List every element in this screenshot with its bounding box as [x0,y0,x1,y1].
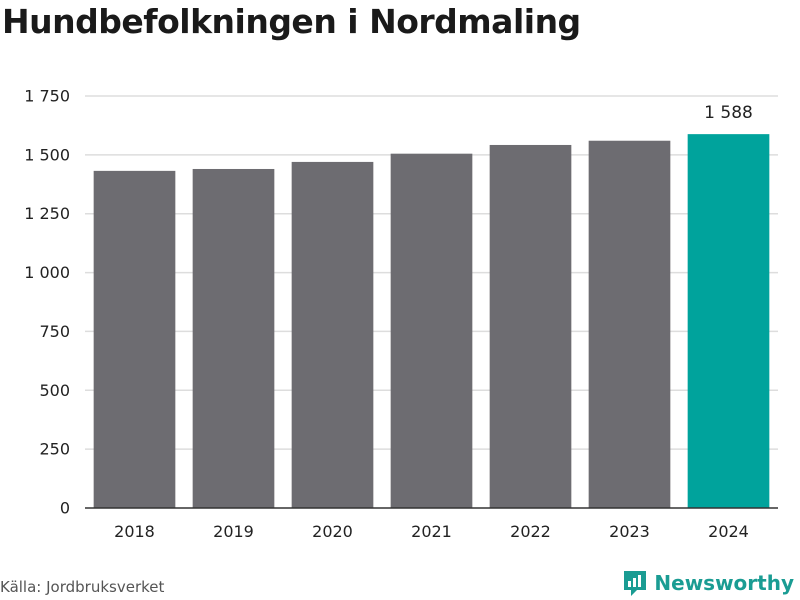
bar [93,170,176,509]
y-tick-label: 750 [39,322,70,341]
x-tick-label: 2019 [213,522,254,541]
x-tick-label: 2018 [114,522,155,541]
source-note: Källa: Jordbruksverket [0,578,165,596]
y-tick-label: 1 500 [24,145,70,164]
bar [192,168,275,509]
brand-logo: Newsworthy [622,569,794,597]
y-tick-label: 500 [39,381,70,400]
brand-name: Newsworthy [654,571,794,595]
bar [588,140,671,508]
y-tick-label: 1 250 [24,204,70,223]
bars [93,134,770,509]
labels: 0 250 500 750 1 000 1 250 1 500 1 750 2018 2019 20… [24,87,753,542]
x-tick-label: 2021 [411,522,452,541]
y-tick-label: 0 [60,499,70,518]
bar [489,144,572,508]
newsworthy-logo-icon [622,569,648,597]
x-tick-label: 2022 [510,522,551,541]
bar [291,161,374,509]
y-tick-label: 250 [39,440,70,459]
x-tick-label: 2024 [708,522,749,541]
x-tick-label: 2023 [609,522,650,541]
y-tick-label: 1 000 [24,263,70,282]
data-label: 1 588 [704,103,753,123]
chart-title: Hundbefolkningen i Nordmaling [2,2,581,41]
bar [390,153,473,508]
x-tick-label: 2020 [312,522,353,541]
bar [687,134,770,508]
y-tick-label: 1 750 [24,87,70,106]
